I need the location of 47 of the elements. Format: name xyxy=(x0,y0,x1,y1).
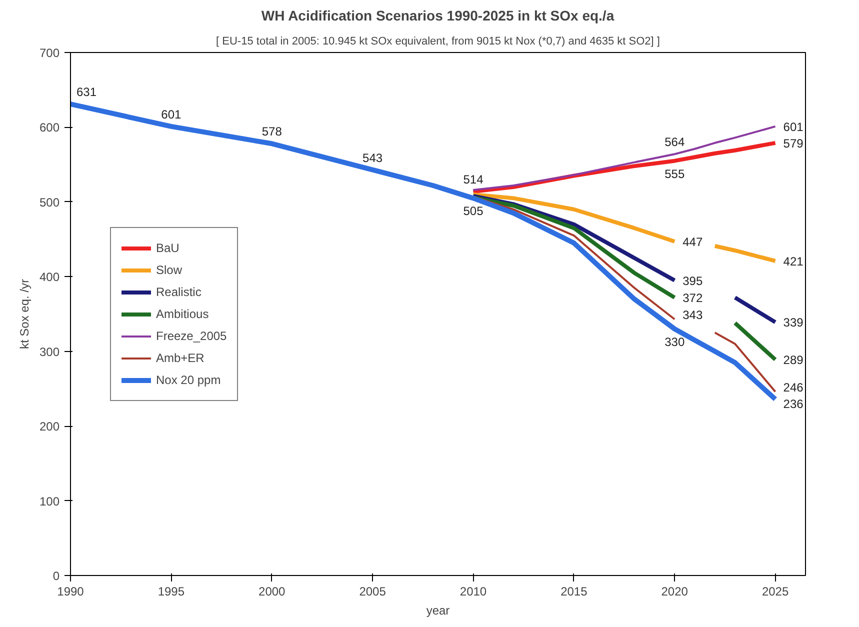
x-tick-label: 2010 xyxy=(460,584,487,598)
x-tick-label: 2000 xyxy=(258,584,286,598)
data-label: 447 xyxy=(682,235,703,250)
legend-label: Ambitious xyxy=(156,306,209,320)
legend-label: BaU xyxy=(156,240,180,254)
data-label: 236 xyxy=(783,397,804,412)
y-tick-label: 700 xyxy=(39,46,60,60)
data-label: 339 xyxy=(783,316,804,330)
legend-label: Amb+ER xyxy=(156,350,204,364)
x-tick-label: 2025 xyxy=(762,584,789,598)
data-label: 372 xyxy=(682,291,703,306)
data-label: 579 xyxy=(783,136,804,150)
x-tick-label: 1995 xyxy=(158,584,185,598)
data-label: 421 xyxy=(783,254,804,268)
data-label: 505 xyxy=(463,204,484,218)
data-label: 601 xyxy=(783,120,804,134)
legend-label: Nox 20 ppm xyxy=(156,372,221,386)
y-tick-label: 500 xyxy=(39,195,60,210)
x-axis-title: year xyxy=(426,604,450,618)
chart-subtitle: [ EU-15 total in 2005: 10.945 kt SOx equivalent, from 9015 kt Nox (*0,7) and 4635 kt SO2] ] xyxy=(216,36,660,48)
data-label: 330 xyxy=(664,334,685,349)
legend-label: Realistic xyxy=(156,284,202,298)
data-label: 343 xyxy=(682,308,703,322)
x-tick-label: 2005 xyxy=(359,584,386,598)
y-tick-label: 100 xyxy=(39,494,60,508)
y-tick-label: 400 xyxy=(39,270,60,284)
y-tick-label: 200 xyxy=(39,420,60,434)
data-label: 543 xyxy=(362,150,383,165)
x-tick-label: 2020 xyxy=(661,584,688,598)
x-tick-label: 2015 xyxy=(560,584,588,598)
data-label: 555 xyxy=(664,166,685,181)
x-tick-label: 1990 xyxy=(57,584,84,598)
legend-label: Slow xyxy=(156,262,182,276)
y-tick-label: 300 xyxy=(39,344,60,359)
y-tick-label: 0 xyxy=(52,569,60,583)
data-label: 395 xyxy=(682,274,703,288)
y-tick-label: 600 xyxy=(39,120,60,135)
data-label: 631 xyxy=(76,85,97,100)
data-label: 564 xyxy=(664,135,685,150)
data-label: 578 xyxy=(262,124,282,139)
data-label: 601 xyxy=(161,107,182,122)
data-label: 514 xyxy=(463,172,484,186)
legend-label: Freeze_2005 xyxy=(156,328,227,342)
data-label: 289 xyxy=(783,353,804,368)
chart-title: WH Acidification Scenarios 1990-2025 in kt SOx eq./a xyxy=(261,8,614,24)
y-axis-title: kt Sox eq. /yr xyxy=(17,278,32,350)
data-label: 246 xyxy=(783,380,804,395)
